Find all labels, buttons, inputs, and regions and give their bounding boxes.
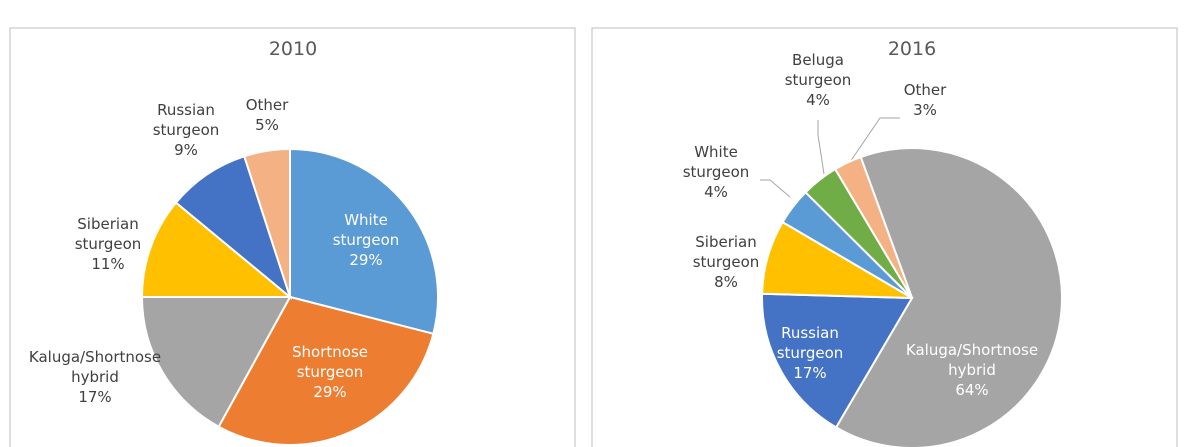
label-value: 9% bbox=[174, 141, 198, 159]
label-value: 4% bbox=[704, 183, 728, 201]
data-label: Kaluga/Shortnose hybrid 17% bbox=[20, 347, 170, 407]
pie-slice bbox=[140, 296, 292, 429]
label-name: Beluga sturgeon bbox=[784, 51, 852, 89]
pie-slice bbox=[289, 147, 439, 336]
label-value: 3% bbox=[913, 101, 937, 119]
leader-line bbox=[817, 120, 825, 175]
data-label: Other 5% bbox=[237, 95, 297, 135]
label-value: 29% bbox=[313, 383, 347, 401]
label-value: 4% bbox=[806, 91, 830, 109]
data-label: White sturgeon 4% bbox=[676, 142, 756, 202]
label-value: 64% bbox=[955, 381, 989, 399]
label-value: 11% bbox=[91, 255, 125, 273]
chart-title: 2016 bbox=[887, 38, 937, 60]
label-name: Siberian sturgeon bbox=[692, 233, 760, 271]
label-value: 17% bbox=[793, 364, 827, 382]
label-value: 8% bbox=[714, 273, 738, 291]
pie-slice bbox=[140, 201, 293, 298]
label-value: 29% bbox=[349, 251, 383, 269]
label-name: Russian sturgeon bbox=[776, 324, 844, 362]
pie-slice bbox=[761, 292, 914, 429]
data-label: Siberian sturgeon 11% bbox=[66, 214, 151, 274]
data-label: Siberian sturgeon 8% bbox=[681, 232, 771, 292]
leader-line bbox=[760, 179, 791, 198]
pie-slice bbox=[834, 147, 1063, 447]
data-label: Beluga sturgeon 4% bbox=[783, 50, 853, 110]
data-label: Russian sturgeon 17% bbox=[765, 323, 855, 383]
pie-slice bbox=[833, 155, 913, 299]
label-name: Kaluga/Shortnose hybrid bbox=[905, 341, 1039, 379]
label-name: Other bbox=[903, 81, 947, 99]
data-label: White sturgeon 29% bbox=[324, 210, 409, 270]
data-label: Russian sturgeon 9% bbox=[146, 100, 226, 160]
label-name: Other bbox=[245, 96, 289, 114]
label-name: Shortnose sturgeon bbox=[292, 343, 368, 381]
pie-slice bbox=[217, 295, 435, 446]
label-name: White sturgeon bbox=[332, 211, 400, 249]
label-name: Kaluga/Shortnose hybrid bbox=[28, 348, 162, 386]
label-value: 5% bbox=[255, 116, 279, 134]
pie-slice bbox=[174, 154, 293, 300]
pie-slice bbox=[243, 147, 291, 298]
data-label: Kaluga/Shortnose hybrid 64% bbox=[897, 340, 1047, 400]
label-name: White sturgeon bbox=[682, 143, 750, 181]
data-label: Shortnose sturgeon 29% bbox=[280, 342, 380, 402]
leader-line bbox=[847, 117, 900, 166]
label-name: Siberian sturgeon bbox=[74, 215, 142, 253]
label-value: 17% bbox=[78, 388, 112, 406]
chart-title: 2010 bbox=[268, 38, 318, 60]
data-label: Other 3% bbox=[895, 80, 955, 120]
label-name: Russian sturgeon bbox=[152, 101, 220, 139]
